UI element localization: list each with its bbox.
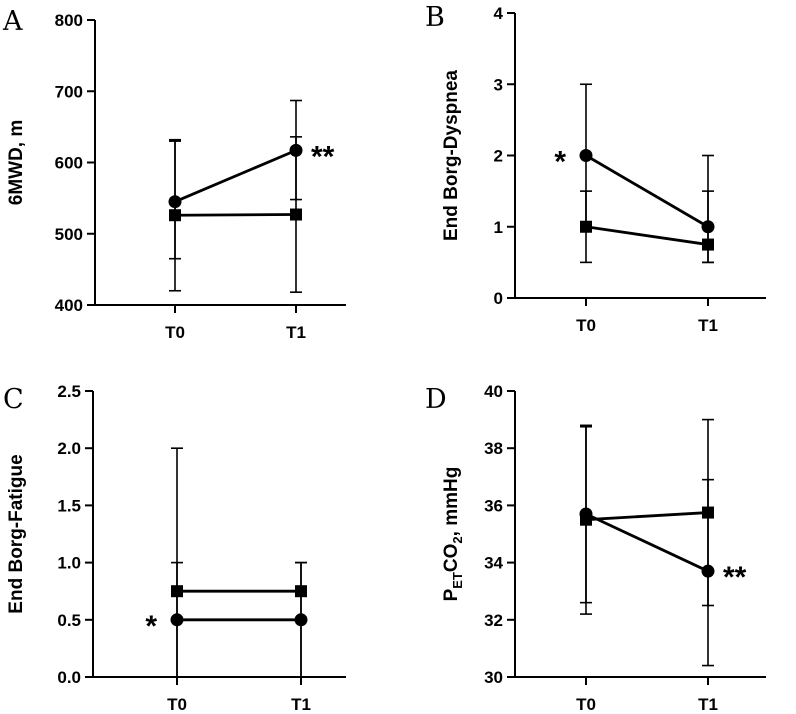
- panel-c-ylabel: End Borg-Fatigue: [6, 454, 27, 613]
- data-point-square: [702, 506, 714, 519]
- data-point-circle: [579, 149, 593, 162]
- ylabel-mid: CO: [441, 544, 462, 573]
- panel-c-ytick-label: 0.5: [57, 611, 81, 630]
- data-point-square: [171, 585, 183, 598]
- data-point-square: [295, 585, 307, 598]
- panel-b-ytick-label: 0: [494, 289, 503, 308]
- panel-d: D 30 32 34 36 38 40 T0 T1 PETCO2, mmHg **: [425, 382, 766, 714]
- panel-b-ytick-label: 2: [494, 147, 503, 166]
- panel-a-ytick-label: 700: [55, 82, 83, 101]
- panel-c-ytick-label: 1.5: [57, 496, 81, 515]
- panel-d-significance-marker: **: [723, 561, 747, 594]
- panel-d-ytick-label: 34: [484, 554, 503, 573]
- panel-b-ytick-label: 4: [494, 4, 504, 23]
- panel-b-letter: B: [425, 2, 445, 33]
- panel-d-ylabel: PETCO2, mmHg: [441, 467, 465, 602]
- panel-b-ytick-label: 3: [494, 75, 503, 94]
- ylabel-main: P: [441, 588, 462, 601]
- panel-b-xtick-label: T1: [698, 316, 718, 335]
- series-line: [585, 154, 709, 228]
- panel-a-xtick-label: T1: [286, 323, 306, 342]
- series-line: [174, 149, 297, 203]
- panel-a-ytick-label: 800: [55, 11, 83, 30]
- panel-a-series-square: [169, 136, 302, 293]
- panel-d-xtick-label: T1: [698, 695, 718, 714]
- panel-c-letter: C: [3, 384, 24, 415]
- panel-c-xtick-label: T1: [291, 695, 311, 714]
- panel-b: B 0 1 2 3 4 T0 T1 End Borg-Dyspnea *: [425, 2, 766, 335]
- panel-a: A 400 500 600 700 800 T0 T1 6MWD, m **: [2, 6, 346, 342]
- series-line: [585, 512, 709, 573]
- data-point-square: [290, 208, 302, 221]
- series-line: [585, 511, 709, 522]
- panel-c-series-circle: [170, 561, 308, 678]
- panel-d-ytick-label: 38: [484, 439, 503, 458]
- panel-a-ytick-label: 400: [55, 296, 83, 315]
- ylabel-subscript: 2: [450, 536, 465, 543]
- panel-c: C 0.0 0.5 1.0 1.5 2.0 2.5 T0 T1 End Borg-Fatigue *: [3, 382, 346, 714]
- data-point-square: [169, 209, 181, 222]
- panel-d-series-square: [580, 418, 714, 615]
- panel-c-ytick-label: 2.0: [57, 439, 81, 458]
- panel-d-ytick-label: 36: [484, 496, 503, 515]
- panel-c-ytick-label: 2.5: [57, 382, 81, 401]
- panel-a-ytick-label: 500: [55, 225, 83, 244]
- panel-c-xtick-label: T0: [167, 695, 187, 714]
- data-point-square: [702, 238, 714, 251]
- panel-d-series-circle: [579, 424, 715, 667]
- panel-a-ylabel: 6MWD, m: [6, 120, 27, 206]
- data-point-square: [580, 513, 592, 526]
- panel-b-ylabel: End Borg-Dyspnea: [441, 70, 462, 241]
- panel-c-significance-marker: *: [145, 610, 157, 643]
- panel-d-ytick-label: 30: [484, 668, 503, 687]
- data-point-square: [580, 220, 592, 233]
- ylabel-rest: , mmHg: [441, 467, 462, 537]
- panel-a-series-circle: [168, 99, 303, 260]
- panel-a-letter: A: [2, 6, 23, 37]
- panel-a-significance-marker: **: [311, 140, 335, 173]
- panel-d-ytick-label: 40: [484, 382, 503, 401]
- panel-d-xtick-label: T0: [576, 695, 596, 714]
- panel-d-letter: D: [425, 384, 447, 415]
- panel-d-ytick-label: 32: [484, 611, 503, 630]
- series-line: [174, 213, 297, 217]
- panel-b-series-square: [580, 190, 714, 264]
- panel-c-ytick-label: 1.0: [57, 554, 81, 573]
- panel-b-ytick-label: 1: [494, 218, 503, 237]
- series-line: [585, 225, 709, 246]
- panel-b-xtick-label: T0: [576, 316, 596, 335]
- panel-b-significance-marker: *: [554, 146, 566, 179]
- ylabel-subscript: ET: [450, 572, 465, 589]
- panel-c-series-square: [171, 447, 307, 678]
- panel-a-xtick-label: T0: [165, 323, 185, 342]
- panel-a-ytick-label: 600: [55, 154, 83, 173]
- panel-c-ytick-label: 0.0: [57, 668, 81, 687]
